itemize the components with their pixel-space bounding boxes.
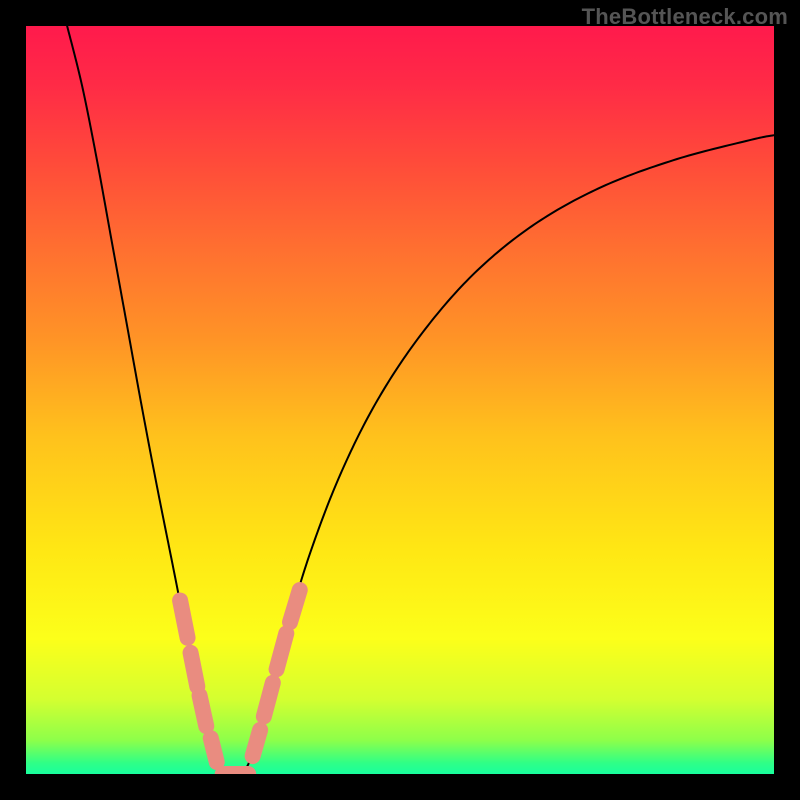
curve-marker — [211, 738, 217, 762]
curve-marker — [180, 600, 187, 637]
curve-marker — [264, 683, 273, 717]
watermark-text: TheBottleneck.com — [582, 4, 788, 30]
curve-marker — [191, 653, 198, 687]
gradient-background — [26, 26, 774, 774]
curve-marker — [290, 590, 300, 622]
curve-marker — [200, 695, 207, 726]
curve-marker — [277, 633, 287, 669]
chart-frame — [0, 0, 800, 800]
plot-svg — [26, 26, 774, 774]
curve-marker — [253, 730, 260, 756]
plot-area — [26, 26, 774, 774]
